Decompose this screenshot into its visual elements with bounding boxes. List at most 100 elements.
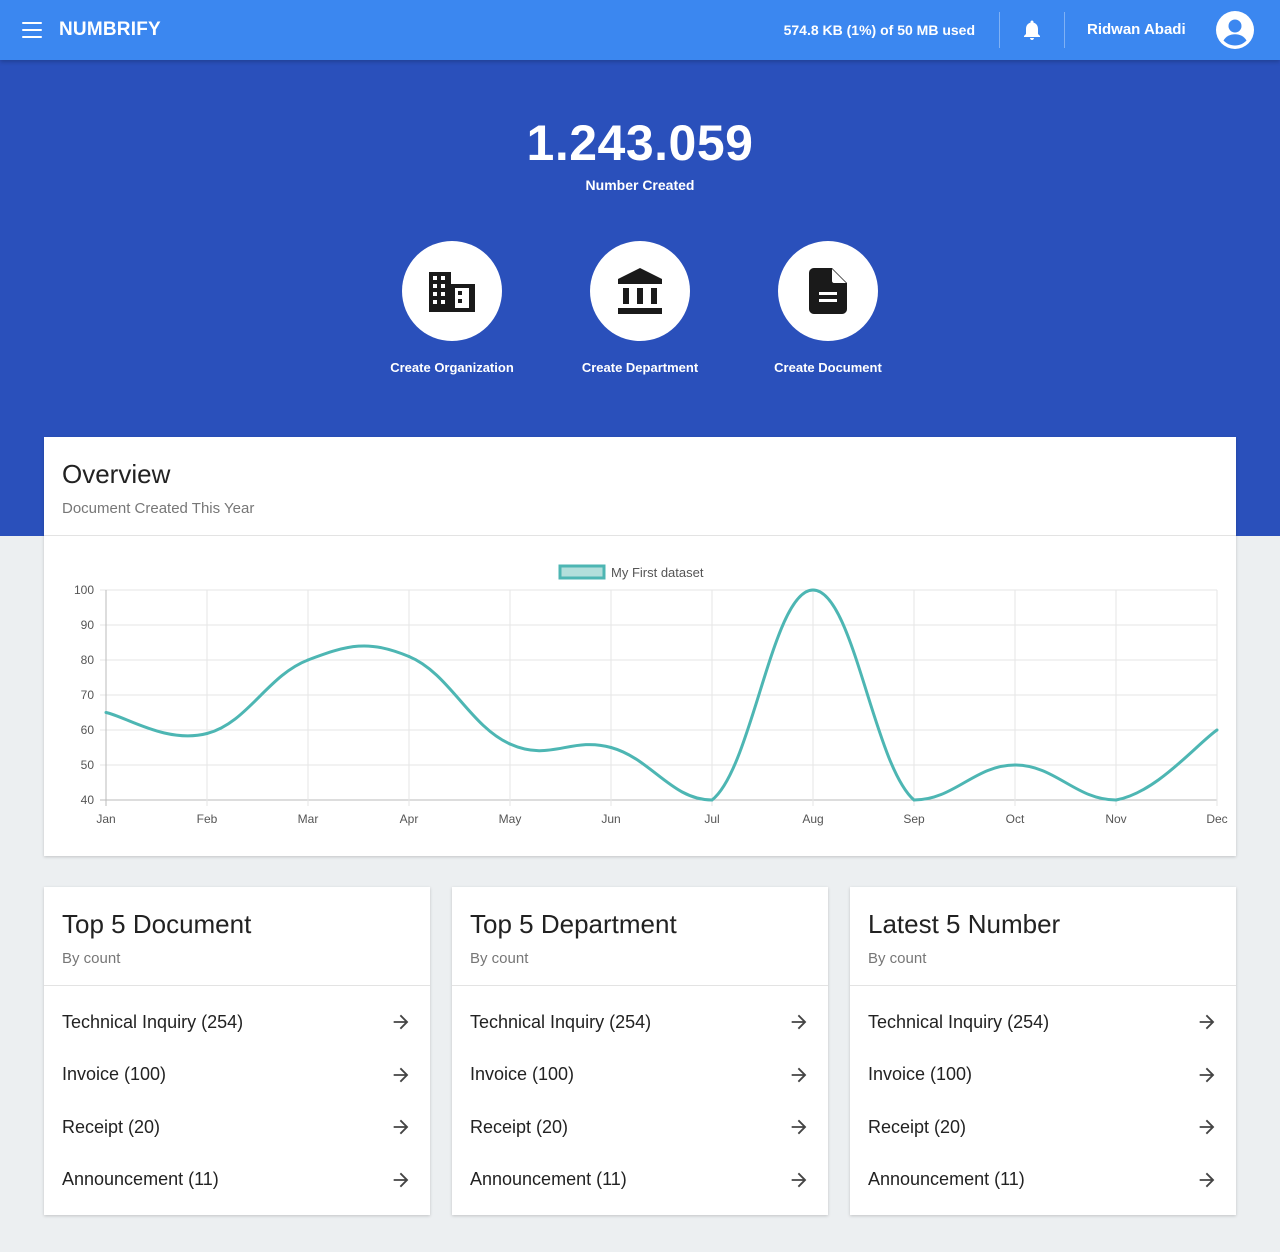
data-point (710, 798, 714, 802)
list-item-label: Receipt (20) (470, 1116, 569, 1137)
list-item[interactable]: Technical Inquiry (254) (452, 996, 828, 1049)
arrow-right-icon[interactable] (788, 1064, 810, 1086)
y-tick-label: 40 (81, 793, 95, 807)
list: Technical Inquiry (254) Invoice (100) Re… (44, 986, 430, 1206)
list-item-label: Announcement (11) (868, 1169, 1025, 1190)
x-tick-label: May (499, 812, 522, 826)
arrow-right-icon[interactable] (390, 1169, 412, 1191)
app-brand[interactable]: NUMBRIFY (59, 19, 161, 40)
number-created-label: Number Created (585, 177, 695, 193)
list-item-label: Technical Inquiry (254) (868, 1011, 1050, 1032)
arrow-right-icon[interactable] (390, 1116, 412, 1138)
overview-title: Overview (62, 459, 171, 489)
arrow-right-icon[interactable] (788, 1169, 810, 1191)
action-circle[interactable] (402, 241, 502, 341)
list-item[interactable]: Announcement (11) (452, 1154, 828, 1207)
list-item-label: Invoice (100) (62, 1064, 167, 1085)
data-point (205, 732, 209, 735)
data-point (1013, 763, 1017, 767)
y-tick-label: 60 (81, 723, 95, 737)
y-tick-label: 80 (81, 653, 95, 667)
list: Technical Inquiry (254) Invoice (100) Re… (452, 986, 828, 1206)
arrow-right-icon[interactable] (1196, 1064, 1218, 1086)
overview-subtitle: Document Created This Year (62, 500, 255, 517)
arrow-right-icon[interactable] (788, 1116, 810, 1138)
arrow-right-icon[interactable] (1196, 1011, 1218, 1033)
list-item[interactable]: Receipt (20) (44, 1101, 430, 1154)
list-item-label: Receipt (20) (868, 1116, 967, 1137)
list-item-label: Receipt (20) (62, 1116, 161, 1137)
create-organization-button[interactable]: Create Organization (372, 241, 532, 375)
y-tick-label: 50 (81, 758, 95, 772)
user-name[interactable]: Ridwan Abadi (1087, 21, 1186, 38)
card-header: Top 5 Document By count (44, 887, 430, 986)
x-tick-label: Dec (1206, 812, 1227, 826)
list-item-label: Invoice (100) (868, 1064, 973, 1085)
x-tick-label: Nov (1105, 812, 1126, 826)
x-tick-label: Jul (704, 812, 719, 826)
x-tick-label: Mar (298, 812, 319, 826)
card-subtitle: By count (868, 950, 927, 967)
create-organization-label: Create Organization (390, 360, 514, 375)
data-point (407, 655, 411, 658)
list-item[interactable]: Invoice (100) (452, 1049, 828, 1102)
action-circle[interactable] (778, 241, 878, 341)
card-title: Latest 5 Number (868, 909, 1061, 939)
divider (999, 12, 1000, 48)
data-point (1215, 728, 1219, 732)
y-tick-label: 90 (81, 618, 95, 632)
list-item-label: Announcement (11) (62, 1169, 219, 1190)
x-tick-label: Aug (802, 812, 823, 826)
create-department-button[interactable]: Create Department (560, 241, 720, 375)
list-item[interactable]: Technical Inquiry (254) (44, 996, 430, 1049)
arrow-right-icon[interactable] (1196, 1116, 1218, 1138)
top-5-department-card: Top 5 Department By count Technical Inqu… (452, 887, 828, 1215)
data-point (609, 746, 613, 749)
card-header: Overview Document Created This Year (44, 437, 1236, 536)
card-title: Top 5 Document (62, 909, 252, 939)
arrow-right-icon[interactable] (788, 1011, 810, 1033)
list-item-label: Technical Inquiry (254) (470, 1011, 652, 1032)
data-point (508, 742, 512, 746)
legend-label: My First dataset (611, 565, 704, 580)
list-item[interactable]: Technical Inquiry (254) (850, 996, 1236, 1049)
x-tick-label: Sep (903, 812, 925, 826)
data-point (104, 711, 108, 714)
divider (1064, 12, 1065, 48)
menu-icon[interactable] (22, 22, 42, 38)
storage-usage: 574.8 KB (1%) of 50 MB used (783, 22, 975, 38)
x-tick-label: Feb (197, 812, 218, 826)
card-header: Top 5 Department By count (452, 887, 828, 986)
x-tick-label: Jan (96, 812, 115, 826)
top-5-document-card: Top 5 Document By count Technical Inquir… (44, 887, 430, 1215)
data-point (811, 588, 815, 592)
latest-5-number-card: Latest 5 Number By count Technical Inqui… (850, 887, 1236, 1215)
avatar-icon[interactable] (1216, 11, 1254, 49)
arrow-right-icon[interactable] (1196, 1169, 1218, 1191)
list-item[interactable]: Invoice (100) (850, 1049, 1236, 1102)
list-item-label: Technical Inquiry (254) (62, 1011, 244, 1032)
x-tick-label: Jun (601, 812, 620, 826)
arrow-right-icon[interactable] (390, 1011, 412, 1033)
create-department-label: Create Department (581, 360, 699, 375)
list-item-label: Announcement (11) (470, 1169, 627, 1190)
action-circle[interactable] (590, 241, 690, 341)
create-document-button[interactable]: Create Document (748, 241, 908, 375)
card-subtitle: By count (62, 950, 121, 967)
card-title: Top 5 Department (470, 909, 677, 939)
x-tick-label: Oct (1006, 812, 1025, 826)
create-document-label: Create Document (774, 360, 882, 375)
list-item[interactable]: Announcement (11) (850, 1154, 1236, 1207)
list-item[interactable]: Invoice (100) (44, 1049, 430, 1102)
y-tick-label: 70 (81, 688, 95, 702)
y-tick-label: 100 (74, 583, 94, 597)
top-app-bar: NUMBRIFY 574.8 KB (1%) of 50 MB used Rid… (0, 0, 1280, 60)
list-item[interactable]: Announcement (11) (44, 1154, 430, 1207)
bank-icon (618, 268, 662, 314)
list-item[interactable]: Receipt (20) (452, 1101, 828, 1154)
arrow-right-icon[interactable] (390, 1064, 412, 1086)
overview-card: Overview Document Created This Year 100 9… (44, 437, 1236, 856)
bell-icon[interactable] (1020, 18, 1044, 42)
list-item[interactable]: Receipt (20) (850, 1101, 1236, 1154)
